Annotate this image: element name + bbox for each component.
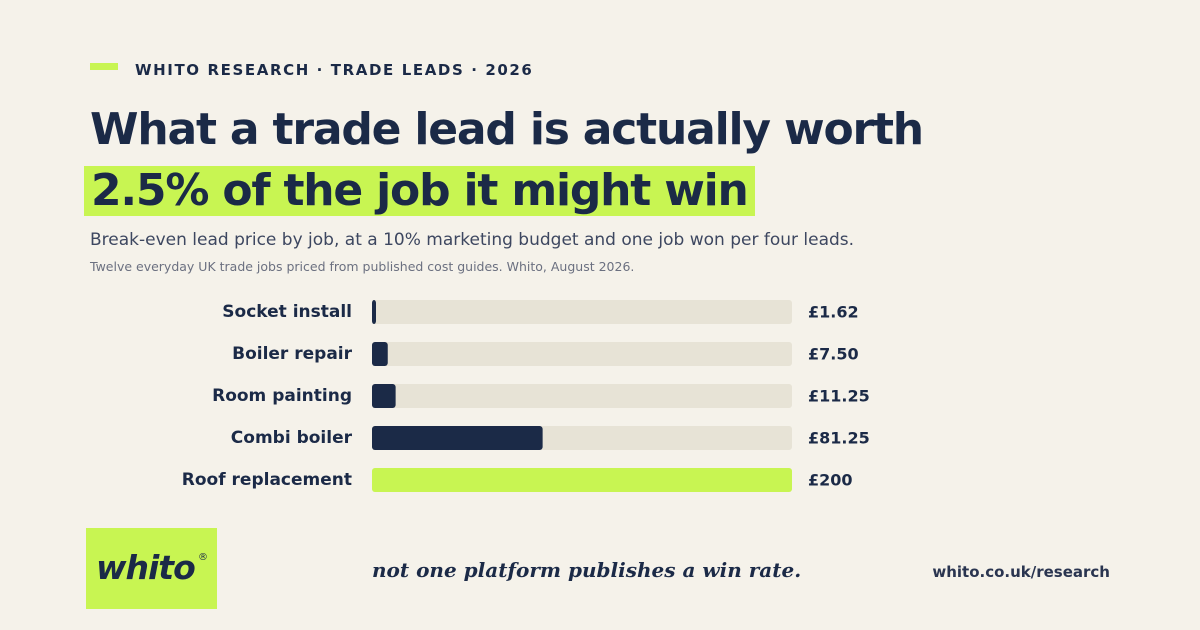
title-line-1: What a trade lead is actually worth (90, 104, 924, 155)
title-line-2-highlight: 2.5% of the job it might win (84, 166, 755, 216)
bar-chart: Socket install £1.62 Boiler repair £7.50 Roo… (182, 300, 870, 492)
tagline: not one platform publishes a win rate. (372, 558, 802, 582)
kicker-accent-bar (90, 63, 118, 70)
value-label: £11.25 (808, 387, 870, 406)
category-label: Socket install (222, 302, 352, 322)
bar-track (372, 384, 792, 408)
subtitle: Break-even lead price by job, at a 10% m… (90, 230, 855, 250)
category-label: Boiler repair (232, 344, 353, 364)
category-label: Roof replacement (182, 470, 352, 490)
whito-logo[interactable]: whito ® (86, 528, 217, 609)
value-label: £81.25 (808, 429, 870, 448)
source-note: Twelve everyday UK trade jobs priced fro… (90, 259, 635, 274)
value-label: £1.62 (808, 303, 859, 322)
bar (372, 300, 376, 324)
bar (372, 384, 396, 408)
bar-track (372, 342, 792, 366)
category-label: Room painting (212, 386, 352, 406)
research-url-link[interactable]: whito.co.uk/research (932, 563, 1110, 581)
value-label: £200 (808, 471, 853, 490)
bar (372, 342, 388, 366)
bar (372, 426, 543, 450)
registered-mark: ® (198, 552, 208, 563)
value-label: £7.50 (808, 345, 859, 364)
category-label: Combi boiler (231, 428, 353, 448)
bar (372, 468, 792, 492)
bar-track (372, 300, 792, 324)
logo-wordmark: whito (96, 548, 196, 587)
kicker: WHITO RESEARCH · TRADE LEADS · 2026 (135, 61, 534, 79)
